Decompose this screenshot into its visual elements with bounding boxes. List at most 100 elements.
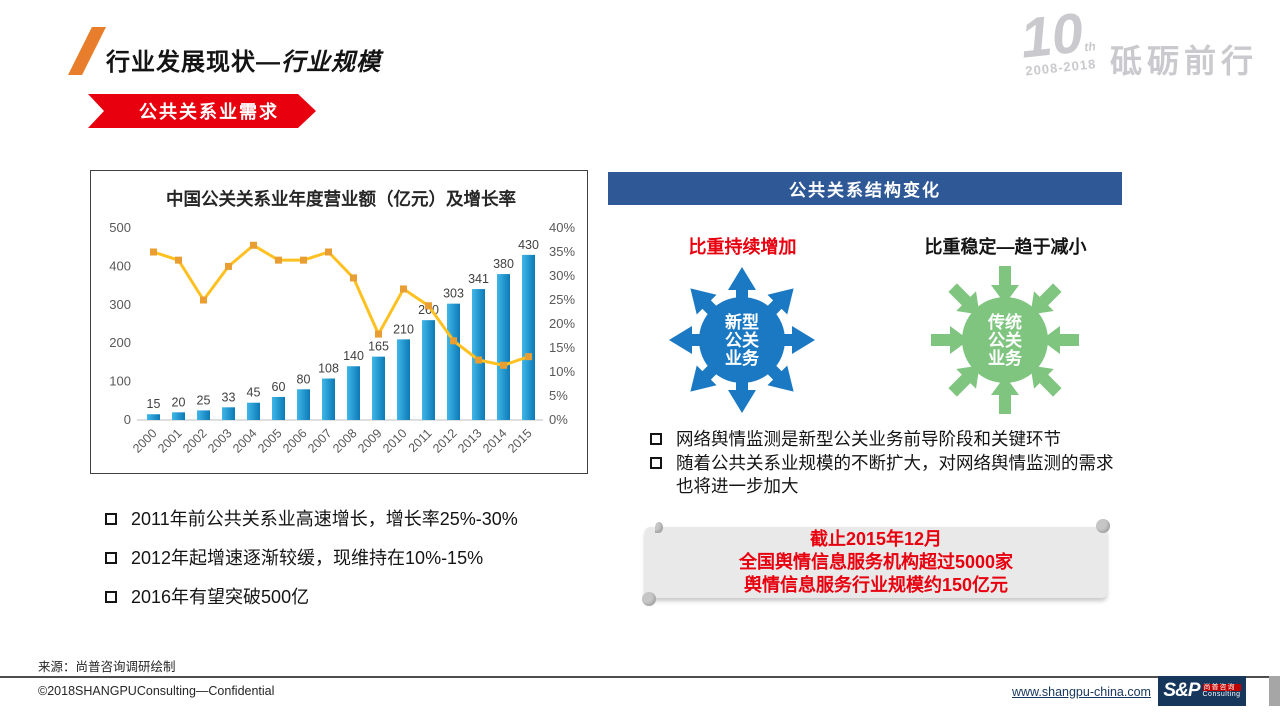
line-marker [350,274,357,282]
right-axis-tick: 0% [549,412,568,427]
company-logo-cn: 尚普咨询 [1202,684,1241,691]
bar [447,303,460,420]
gear-label: 业务 [988,348,1023,368]
bar-value-label: 20 [172,395,186,409]
callout-line: 舆情信息服务行业规模约150亿元 [743,575,1009,595]
x-axis-label: 2002 [180,426,210,456]
line-marker [200,296,207,304]
gear-circle [962,297,1048,383]
bar [347,366,360,420]
line-marker [300,256,307,264]
right-axis-tick: 40% [549,220,575,235]
x-axis-label: 2012 [430,426,460,456]
copyright-text: ©2018SHANGPUConsulting—Confidential [38,684,275,698]
square-bullet-icon [650,457,662,469]
right-axis-tick: 10% [549,364,575,379]
bar-value-label: 380 [493,257,514,271]
square-bullet-icon [105,552,117,564]
left-notes-list: 2011年前公共关系业高速增长，增长率25%-30% 2012年起增速逐渐较缓，现… [105,508,575,625]
line-marker [225,262,232,270]
scroll-curl-icon [642,592,656,606]
bar [422,320,435,420]
note-text: 2011年前公共关系业高速增长，增长率25%-30% [131,509,518,529]
arrow-icon [1030,283,1062,315]
scroll-curl-icon [655,522,663,533]
anniversary-suffix: th [1083,39,1097,55]
bar-value-label: 108 [318,362,339,376]
note-text: 2012年起增速逐渐较缓，现维持在10%-15% [131,548,484,568]
note-item: 2011年前公共关系业高速增长，增长率25%-30% [105,508,575,530]
arrow-icon [669,326,714,354]
bar-value-label: 15 [147,397,161,411]
right-axis-tick: 25% [549,292,575,307]
increase-label: 比重持续增加 [688,237,797,257]
bar [372,356,385,420]
bar [472,289,485,420]
left-axis-tick: 200 [109,335,131,350]
growth-line [153,243,529,367]
bar-value-label: 165 [368,340,389,354]
chart-title: 中国公关关系业年度营业额（亿元）及增长率 [166,189,516,209]
bar-value-label: 210 [393,322,414,336]
arrow-icon [1030,365,1062,397]
line-marker [325,248,332,256]
company-logo-sub: Consulting [1202,691,1241,698]
line-marker [475,356,482,364]
right-axis-tick: 5% [549,388,568,403]
line-marker [175,256,182,264]
page-title: 行业发展现状—行业规模 [106,42,381,77]
website-link[interactable]: www.shangpu-china.com [1012,685,1151,699]
arrow-icon [728,368,756,413]
bar-value-label: 303 [443,287,464,301]
line-marker [275,256,282,264]
bars-group: 15 2000 20 2001 25 2002 33 2003 45 2004 60 2005 80 20… [130,238,539,456]
x-axis-label: 2011 [406,426,435,455]
gear-label: 公关 [725,330,759,350]
bar [322,378,335,420]
line-marker [425,302,432,310]
footer-gray-block [1269,676,1280,706]
right-notes-list: 网络舆情监测是新型公关业务前导阶段和关键环节 随着公共关系业规模的不断扩大，对网络… [650,428,1128,499]
note-item: 随着公共关系业规模的不断扩大，对网络舆情监测的需求也将进一步加大 [650,452,1128,498]
right-axis-tick: 15% [549,340,575,355]
bar [147,414,160,420]
callout-line: 截止2015年12月 [809,529,943,549]
scroll-curl-icon [1096,519,1110,533]
company-logo: S&P 尚普咨询 Consulting [1158,676,1246,706]
x-axis-label: 2000 [130,426,160,456]
arrow-icon [991,376,1019,414]
source-note: 来源：尚普咨询调研绘制 [38,660,176,674]
x-axis-label: 2004 [230,426,260,456]
bar-value-label: 430 [518,238,539,252]
anniversary-slogan: 砥砺前行 [1110,43,1259,79]
x-axis-label: 2010 [380,426,410,456]
bar [297,389,310,420]
x-axis-label: 2014 [480,426,510,456]
line-marker [400,285,407,293]
page-title-main: 行业发展现状— [106,49,281,76]
section-banner-label: 公共关系业需求 [139,102,279,122]
title-slash-icon [68,27,106,75]
footer-divider [0,676,1280,678]
right-axis-tick: 35% [549,244,575,259]
x-axis-label: 2008 [330,426,360,456]
callout-banner: 截止2015年12月 全国舆情信息服务机构超过5000家 舆情信息服务行业规模约15… [642,519,1110,606]
arrow-icon [948,365,980,397]
gear-label: 公关 [988,330,1022,350]
left-axis-tick: 0 [124,412,131,427]
arrow-icon [948,283,980,315]
bar-value-label: 140 [343,349,364,363]
arrow-icon [1041,326,1079,354]
note-text: 2016年有望突破500亿 [131,587,310,607]
note-item: 2016年有望突破500亿 [105,586,575,608]
line-marker [525,353,532,361]
bar-value-label: 80 [297,372,311,386]
arrow-icon [770,326,815,354]
gear-label: 新型 [725,312,759,332]
left-axis-tick: 400 [109,258,131,273]
bar-value-label: 25 [197,393,211,407]
square-bullet-icon [650,433,662,445]
x-axis-label: 2015 [505,426,535,456]
